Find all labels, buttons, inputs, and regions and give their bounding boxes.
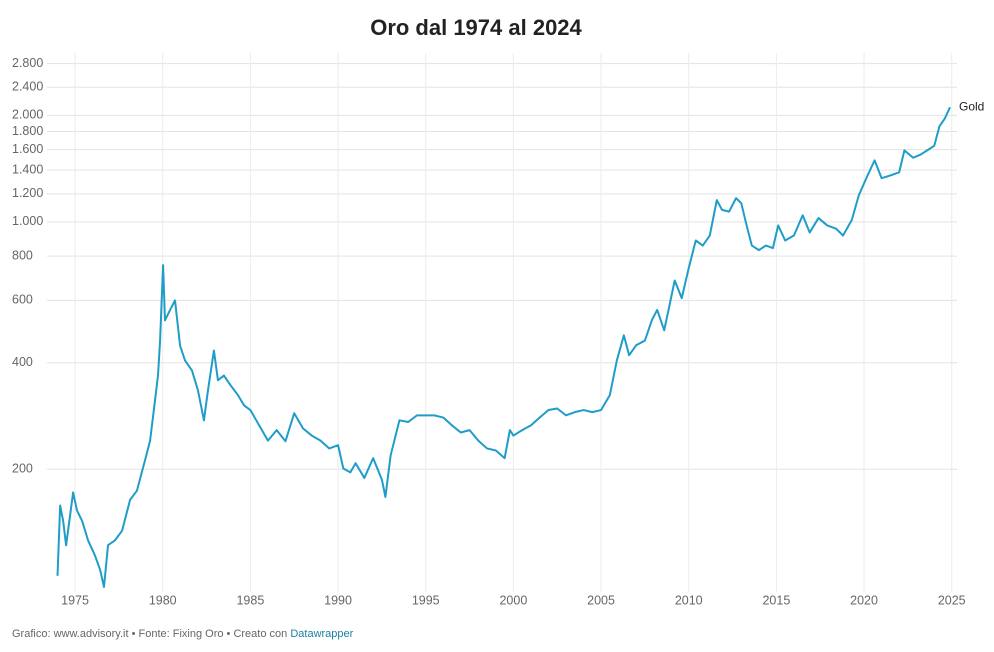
y-tick-label: 2.400 — [12, 80, 43, 94]
x-tick-label: 2015 — [762, 593, 790, 607]
y-tick-label: 600 — [12, 293, 33, 307]
line — [56, 106, 951, 588]
x-tick-label: 1990 — [324, 593, 352, 607]
y-tick-label: 1.800 — [12, 124, 43, 138]
footer: Grafico: www.advisory.it • Fonte: Fixing… — [12, 628, 354, 640]
y-tick-label: 1.000 — [12, 214, 43, 228]
x-tick-label: 2000 — [499, 593, 527, 607]
footer-text: Grafico: www.advisory.it • Fonte: Fixing… — [12, 628, 287, 640]
x-tick-label: 2020 — [850, 593, 878, 607]
y-tick-label: 200 — [12, 462, 33, 476]
y-tick-label: 2.800 — [12, 56, 43, 70]
y-tick-label: 1.400 — [12, 162, 43, 176]
x-tick-label: 2005 — [587, 593, 615, 607]
x-tick-label: 1985 — [236, 593, 264, 607]
y-tick-label: 800 — [12, 248, 33, 262]
y-tick-label: 400 — [12, 355, 33, 369]
x-tick-label: 2010 — [675, 593, 703, 607]
y-tick-label: 1.200 — [12, 186, 43, 200]
x-tick-label: 1975 — [61, 593, 89, 607]
x-tick-label: 1995 — [412, 593, 440, 607]
y-tick-label: 2.000 — [12, 108, 43, 122]
x-tick-label: 1980 — [149, 593, 177, 607]
chart-title: Oro dal 1974 al 2024 — [370, 15, 582, 40]
x-tick-label: 2025 — [938, 593, 966, 607]
footer-link[interactable]: Datawrapper — [290, 628, 353, 640]
y-tick-label: 1.600 — [12, 142, 43, 156]
line-label: Gold — [959, 99, 984, 113]
